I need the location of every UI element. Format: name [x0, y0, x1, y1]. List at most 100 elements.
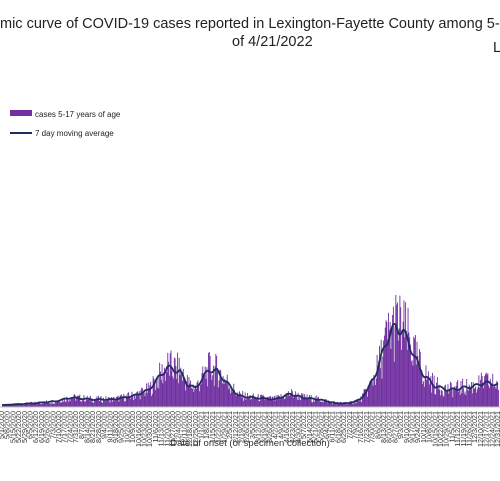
case-bar — [104, 401, 106, 407]
case-bar — [221, 378, 222, 407]
case-bar — [295, 391, 297, 407]
case-bar — [117, 395, 119, 407]
case-bar — [341, 403, 343, 407]
case-bar — [427, 371, 429, 407]
x-tick-label: 10/2/2020 — [122, 411, 131, 443]
case-bar — [16, 404, 18, 407]
case-bar — [393, 361, 395, 407]
moving-average-line — [1, 322, 499, 407]
case-bar — [73, 393, 75, 407]
case-bar — [350, 401, 352, 407]
case-bar — [161, 364, 163, 407]
x-tick-label: 5/8/2020 — [3, 411, 12, 439]
case-bar — [427, 377, 429, 407]
case-bar — [335, 404, 337, 407]
case-bar — [419, 351, 421, 407]
case-bar — [234, 393, 236, 407]
case-bar — [389, 321, 391, 407]
case-bar — [87, 400, 89, 407]
x-tick-label: 11/19/2021 — [459, 411, 468, 446]
case-bar — [299, 396, 301, 407]
case-bar — [58, 401, 60, 407]
case-bar — [158, 388, 160, 407]
case-bar — [304, 394, 306, 407]
case-bar — [154, 383, 156, 407]
case-bar — [166, 372, 168, 407]
x-tick-label: 10/9/2020 — [128, 411, 137, 443]
case-bar — [345, 402, 347, 407]
case-bar — [240, 395, 242, 407]
case-bar — [363, 389, 365, 407]
case-bar — [375, 378, 377, 407]
x-tick-label: 12/3/2021 — [470, 411, 479, 443]
x-tick-label: 10/1/2021 — [419, 411, 428, 443]
case-bar — [266, 396, 268, 407]
case-bar — [343, 403, 345, 407]
case-bar — [79, 394, 81, 407]
case-bar — [163, 372, 165, 407]
case-bar — [62, 398, 64, 407]
case-bar — [276, 398, 278, 407]
case-bar — [414, 338, 416, 407]
case-bar — [467, 390, 469, 407]
case-bar — [378, 360, 380, 407]
case-bar — [5, 404, 7, 407]
case-bar — [85, 401, 86, 407]
case-bar — [297, 392, 299, 407]
case-bar — [94, 399, 95, 407]
case-bar — [83, 395, 85, 407]
case-bar — [275, 395, 277, 407]
case-bar — [361, 402, 363, 407]
case-bar — [459, 395, 461, 407]
case-bar — [322, 401, 323, 407]
case-bar — [130, 397, 132, 407]
case-bar — [383, 335, 385, 407]
case-bar — [2, 405, 4, 407]
case-bar — [273, 400, 275, 407]
case-bar — [279, 399, 281, 407]
case-bar — [99, 397, 101, 407]
case-bar — [6, 404, 7, 407]
case-bar — [263, 396, 265, 407]
case-bar — [300, 393, 302, 407]
case-bar — [282, 396, 284, 407]
case-bar — [333, 401, 335, 407]
case-bar — [85, 398, 87, 407]
case-bar — [347, 403, 349, 407]
case-bar — [146, 383, 148, 407]
case-bar — [370, 378, 372, 407]
case-bar — [362, 393, 364, 407]
case-bar — [37, 402, 38, 407]
case-bar — [19, 403, 20, 407]
case-bar — [326, 399, 328, 407]
case-bar — [398, 328, 400, 407]
legend: cases 5-17 years of age 7 day moving ave… — [10, 110, 121, 138]
case-bar — [48, 402, 50, 407]
case-bar — [401, 349, 402, 407]
case-bar — [176, 378, 178, 407]
case-bar — [375, 384, 376, 407]
case-bar — [318, 396, 319, 407]
case-bar — [220, 370, 222, 407]
case-bar — [13, 404, 15, 407]
case-bar — [153, 378, 155, 407]
case-bar — [410, 344, 411, 407]
case-bar — [82, 400, 84, 407]
case-bar — [252, 393, 254, 407]
case-bar — [406, 349, 408, 407]
case-bar — [63, 401, 64, 407]
case-bar — [314, 396, 316, 407]
case-bar — [325, 398, 327, 407]
case-bar — [388, 330, 390, 407]
case-bar — [111, 397, 113, 407]
case-bar — [155, 377, 157, 407]
chart-title-line-2: of 4/21/2022 — [232, 34, 313, 50]
case-bar — [318, 399, 320, 407]
case-bar — [262, 394, 264, 407]
case-bar — [92, 402, 94, 407]
case-bar — [212, 365, 214, 407]
case-bar — [45, 402, 47, 407]
case-bar — [125, 395, 127, 407]
case-bar — [171, 370, 173, 407]
case-bar — [296, 395, 297, 407]
